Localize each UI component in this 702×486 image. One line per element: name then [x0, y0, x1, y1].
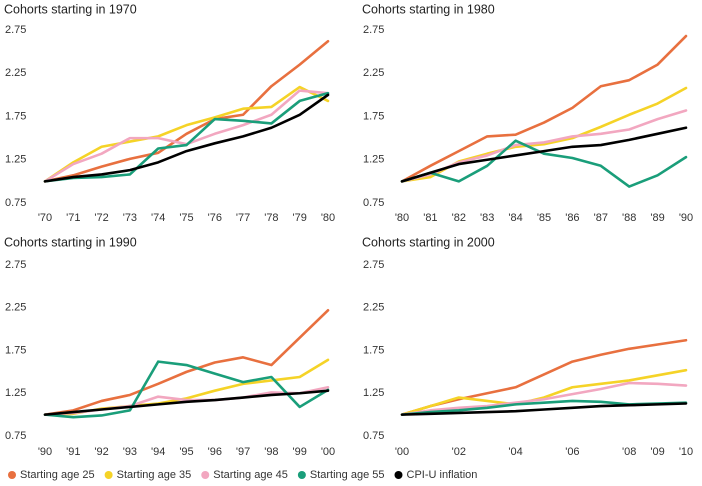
series-line	[43, 91, 330, 183]
x-tick-label: '90	[679, 212, 693, 224]
x-tick-label: '99	[293, 446, 307, 458]
series-line	[43, 89, 330, 183]
series-line	[43, 360, 330, 419]
x-tick-label: '91	[66, 446, 80, 458]
y-tick-label: 2.25	[5, 67, 26, 79]
y-tick-label: 2.75	[5, 259, 26, 271]
legend-label: Starting age 55	[310, 469, 385, 481]
panel-title: Cohorts starting in 2000	[362, 235, 495, 249]
x-tick-label: '84	[508, 212, 522, 224]
x-tick-label: '87	[594, 212, 608, 224]
x-tick-label: '94	[151, 446, 165, 458]
panel-title: Cohorts starting in 1990	[4, 235, 137, 249]
y-tick-label: 1.25	[363, 154, 384, 166]
series-line	[400, 402, 688, 416]
y-tick-label: 2.75	[363, 24, 384, 36]
x-tick-label: '72	[94, 212, 108, 224]
y-tick-label: 2.25	[363, 302, 384, 314]
x-tick-label: '08	[622, 446, 636, 458]
x-tick-label: '83	[480, 212, 494, 224]
y-tick-label: 0.75	[5, 197, 26, 209]
y-tick-label: 2.75	[5, 24, 26, 36]
x-tick-label: '00	[395, 446, 409, 458]
x-tick-label: '06	[565, 446, 579, 458]
legend-marker	[201, 471, 210, 479]
series-line	[43, 39, 330, 183]
x-tick-label: '96	[208, 446, 222, 458]
series-line	[43, 389, 330, 416]
y-tick-label: 0.75	[5, 430, 26, 442]
panel-title: Cohorts starting in 1980	[362, 2, 495, 16]
x-tick-label: '95	[179, 446, 193, 458]
x-tick-label: '74	[151, 212, 165, 224]
x-tick-label: '77	[236, 212, 250, 224]
series-line	[400, 126, 688, 183]
x-tick-label: '71	[66, 212, 80, 224]
legend-label: Starting age 45	[213, 469, 288, 481]
x-tick-label: '82	[452, 212, 466, 224]
series-line	[400, 368, 688, 416]
x-tick-label: '75	[179, 212, 193, 224]
y-tick-label: 2.25	[5, 302, 26, 314]
x-tick-label: '79	[293, 212, 307, 224]
x-tick-label: '04	[508, 446, 522, 458]
x-tick-label: '86	[565, 212, 579, 224]
legend-marker	[297, 471, 306, 479]
x-tick-label: '10	[679, 446, 693, 458]
x-tick-label: '98	[264, 446, 278, 458]
series-line	[43, 309, 330, 416]
x-tick-label: '81	[423, 212, 437, 224]
legend-label: Starting age 25	[20, 469, 95, 481]
x-tick-label: '73	[123, 212, 137, 224]
y-tick-label: 0.75	[363, 430, 384, 442]
y-tick-label: 1.25	[5, 387, 26, 399]
x-tick-label: '80	[395, 212, 409, 224]
x-tick-label: '90	[38, 446, 52, 458]
x-tick-label: '78	[264, 212, 278, 224]
x-tick-label: '09	[650, 446, 664, 458]
series-line	[400, 34, 688, 183]
y-tick-label: 1.75	[5, 110, 26, 122]
y-tick-label: 2.25	[363, 67, 384, 79]
x-tick-label: '76	[208, 212, 222, 224]
panel-title: Cohorts starting in 1970	[4, 2, 137, 16]
y-tick-label: 0.75	[363, 197, 384, 209]
legend-marker	[104, 471, 113, 479]
x-tick-label: '88	[622, 212, 636, 224]
y-tick-label: 1.25	[5, 154, 26, 166]
y-tick-label: 1.75	[363, 344, 384, 356]
legend-marker	[8, 471, 16, 479]
x-tick-label: '97	[236, 446, 250, 458]
series-line	[43, 85, 330, 183]
x-tick-label: '85	[537, 212, 551, 224]
series-line	[400, 139, 688, 188]
y-tick-label: 1.25	[363, 387, 384, 399]
legend-marker	[394, 471, 403, 479]
legend-label: CPI-U inflation	[407, 469, 478, 481]
x-tick-label: '80	[321, 212, 335, 224]
x-tick-label: '00	[321, 446, 335, 458]
x-tick-label: '70	[38, 212, 52, 224]
y-tick-label: 1.75	[363, 110, 384, 122]
y-tick-label: 1.75	[5, 344, 26, 356]
x-tick-label: '89	[650, 212, 664, 224]
x-tick-label: '93	[123, 446, 137, 458]
x-tick-label: '02	[452, 446, 466, 458]
x-tick-label: '92	[94, 446, 108, 458]
y-tick-label: 2.75	[363, 259, 384, 271]
series-line	[43, 93, 330, 183]
series-line	[400, 381, 688, 416]
legend-label: Starting age 35	[117, 469, 192, 481]
